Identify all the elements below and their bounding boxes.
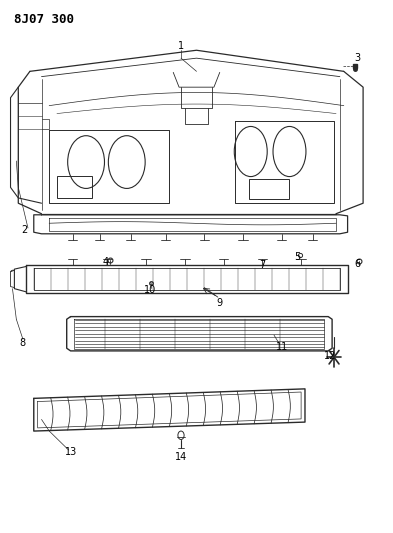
Text: 8: 8	[20, 338, 26, 348]
Text: 4: 4	[103, 257, 108, 267]
Text: 8J07 300: 8J07 300	[15, 13, 74, 26]
Bar	[57, 176, 92, 198]
Text: 3: 3	[354, 53, 360, 63]
Text: 9: 9	[217, 298, 223, 309]
Bar	[249, 179, 290, 199]
Text: 12: 12	[324, 351, 336, 361]
Text: 6: 6	[354, 259, 360, 269]
Text: 5: 5	[294, 252, 300, 262]
Text: 10: 10	[144, 285, 156, 295]
Text: 11: 11	[275, 342, 288, 352]
Text: 1: 1	[178, 41, 184, 51]
Text: 2: 2	[21, 224, 27, 235]
Text: 14: 14	[175, 453, 187, 463]
Text: 7: 7	[259, 261, 266, 270]
Text: 13: 13	[64, 447, 77, 457]
